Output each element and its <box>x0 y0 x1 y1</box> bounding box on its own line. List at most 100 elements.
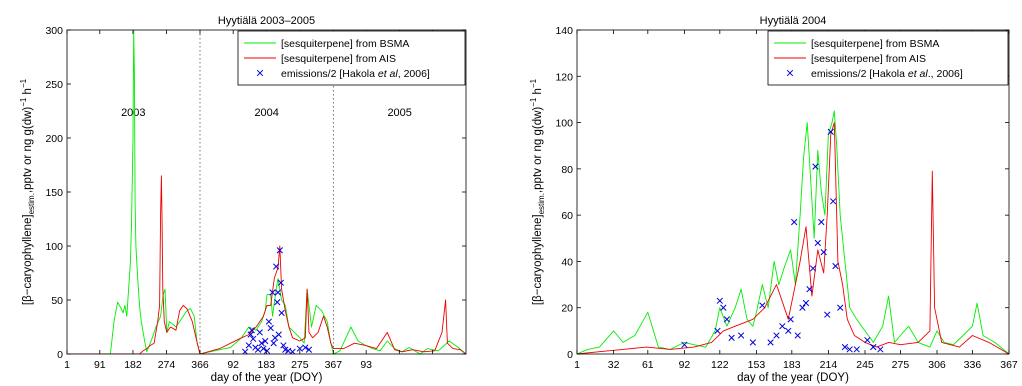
x-tick-label-153: 153 <box>748 359 766 371</box>
legend-label-2: emissions/2 [Hakola et al, 2006] <box>281 68 430 80</box>
y-tick-label-120: 120 <box>555 71 573 83</box>
emission-marker-22 <box>277 279 285 286</box>
x-tick-label-1: 1 <box>64 359 70 371</box>
x-tick-label-367: 367 <box>325 359 343 371</box>
emission-marker-14 <box>791 218 798 226</box>
x-tick-label-91: 91 <box>94 359 106 371</box>
chart-title: Hyytiälä 2003–2005 <box>218 15 315 27</box>
emission-marker-23 <box>820 249 827 256</box>
emission-marker-4 <box>250 335 257 343</box>
emission-marker-32 <box>864 336 871 344</box>
x-tick-label-367: 367 <box>1000 359 1018 371</box>
series-group <box>577 110 1009 354</box>
emission-marker-17 <box>802 299 810 307</box>
x-tick-label-306: 306 <box>928 359 946 371</box>
emission-marker-2 <box>716 297 723 304</box>
x-tick-label-92: 92 <box>679 359 691 371</box>
emission-marker-10 <box>773 332 780 339</box>
y-tick-label-150: 150 <box>45 187 63 199</box>
year-label-2004: 2004 <box>254 107 278 119</box>
x-tick-label-275: 275 <box>291 359 309 371</box>
x-tick-label-183: 183 <box>258 359 276 371</box>
emission-marker-25 <box>827 128 834 135</box>
x-tick-label-92: 92 <box>227 359 239 371</box>
series-line-1 <box>577 122 1009 354</box>
y-tick-label-140: 140 <box>555 25 573 37</box>
y-tick-label-200: 200 <box>45 133 63 145</box>
emission-marker-15 <box>794 332 801 339</box>
emission-marker-21 <box>814 239 821 247</box>
series-line-1 <box>67 175 466 354</box>
y-tick-label-80: 80 <box>561 164 573 176</box>
emission-marker-13 <box>787 316 794 323</box>
y-tick-label-300: 300 <box>45 25 63 37</box>
y-tick-label-20: 20 <box>561 303 573 315</box>
x-tick-label-366: 366 <box>191 359 209 371</box>
legend-label-1: [sesquiterpene] from AIS <box>281 53 396 65</box>
emission-marker-26 <box>829 198 837 205</box>
y-axis-label: [β−caryophyllene]estim.,pptv or ng g(dw)… <box>529 78 546 305</box>
x-tick-label-32: 32 <box>608 359 620 371</box>
legend-label-0: [sesquiterpene] from BSMA <box>811 38 939 50</box>
y-tick-label-100: 100 <box>45 241 63 253</box>
x-tick-label-183: 183 <box>783 359 801 371</box>
emission-marker-12 <box>785 327 792 335</box>
x-tick-label-214: 214 <box>820 359 838 371</box>
emission-marker-1 <box>714 327 721 335</box>
emission-marker-34 <box>877 346 884 353</box>
y-tick-label-60: 60 <box>561 210 573 222</box>
emission-marker-20 <box>812 163 819 170</box>
x-tick-label-182: 182 <box>124 359 142 371</box>
emission-marker-19 <box>274 289 282 296</box>
emission-marker-31 <box>853 346 860 353</box>
emission-marker-29 <box>302 344 309 351</box>
emission-marker-23 <box>278 309 285 317</box>
emission-marker-1 <box>245 342 252 349</box>
emission-marker-8 <box>759 302 766 309</box>
emission-marker-30 <box>305 346 313 353</box>
x-axis-label: day of the year (DOY) <box>737 372 849 384</box>
x-tick-label-1: 1 <box>574 359 580 371</box>
series-line-0 <box>67 30 466 354</box>
emission-marker-11 <box>779 323 786 330</box>
emission-marker-18 <box>274 299 281 306</box>
legend-marker-2 <box>256 69 264 77</box>
emission-marker-27 <box>832 262 839 270</box>
year-label-2005: 2005 <box>387 107 411 119</box>
plot-frame <box>576 29 1010 355</box>
emission-marker-6 <box>254 346 262 353</box>
x-tick-label-93: 93 <box>360 359 372 371</box>
emission-marker-7 <box>749 339 757 346</box>
emission-marker-10 <box>262 337 269 345</box>
emission-marker-3 <box>720 304 727 311</box>
emission-marker-18 <box>806 286 813 293</box>
emission-marker-7 <box>256 329 263 336</box>
y-axis-label: [β−caryophyllene]estim.,pptv or ng g(dw)… <box>19 78 36 305</box>
chart-title: Hyytiälä 2004 <box>760 15 827 27</box>
emission-marker-14 <box>269 289 276 296</box>
x-tick-label-245: 245 <box>856 359 874 371</box>
legend-marker-2 <box>786 69 794 77</box>
emission-marker-13 <box>267 324 274 332</box>
x-tick-label-275: 275 <box>892 359 910 371</box>
chart-right: 1 32 61 92 122 153 183 214 245 275 306 336 367 0 20 40 6… <box>529 15 1018 384</box>
legend-label-0: [sesquiterpene] from BSMA <box>281 38 409 50</box>
emission-marker-9 <box>260 345 267 352</box>
emission-marker-30 <box>846 346 853 353</box>
emission-marker-19 <box>809 265 817 272</box>
emission-marker-21 <box>276 247 283 254</box>
emission-marker-29 <box>841 343 849 351</box>
emission-marker-15 <box>270 340 277 347</box>
emission-marker-22 <box>818 218 825 226</box>
y-tick-label-100: 100 <box>555 118 573 130</box>
emission-marker-5 <box>728 334 735 341</box>
x-tick-label-61: 61 <box>642 359 654 371</box>
x-tick-label-274: 274 <box>158 359 176 371</box>
emission-marker-0 <box>681 341 688 348</box>
emission-marker-28 <box>837 304 844 311</box>
emission-marker-12 <box>265 318 273 325</box>
emission-marker-20 <box>275 331 282 338</box>
legend-box <box>767 30 1009 86</box>
emission-marker-33 <box>870 343 877 351</box>
